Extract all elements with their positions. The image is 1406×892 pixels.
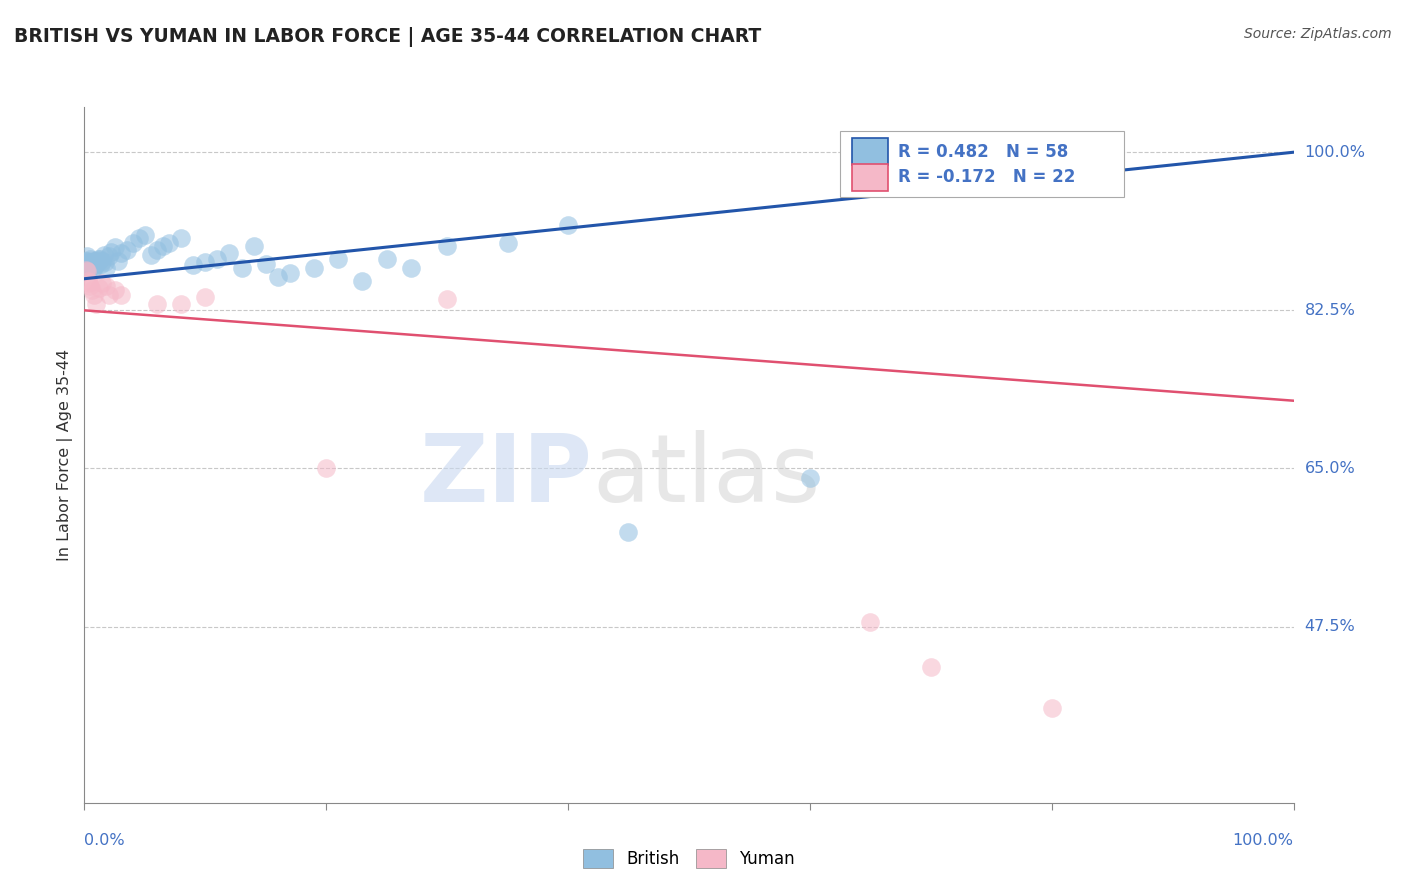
Point <box>399 260 422 275</box>
Point <box>194 290 217 304</box>
Point <box>97 249 120 263</box>
Point <box>254 257 277 271</box>
Y-axis label: In Labor Force | Age 35-44: In Labor Force | Age 35-44 <box>58 349 73 561</box>
Point <box>170 297 193 311</box>
Point <box>218 246 240 260</box>
Point <box>375 252 398 266</box>
Point <box>79 258 101 272</box>
Text: 82.5%: 82.5% <box>1305 303 1355 318</box>
Point <box>242 239 264 253</box>
Point <box>77 253 100 268</box>
Point <box>77 255 100 269</box>
Point <box>77 262 100 277</box>
Point <box>104 284 127 298</box>
Point <box>76 264 98 278</box>
Point <box>86 253 108 268</box>
Point <box>194 255 217 269</box>
Point <box>87 253 110 268</box>
Point <box>121 235 143 250</box>
Point <box>77 277 100 291</box>
Text: atlas: atlas <box>592 430 821 522</box>
Point <box>90 257 112 271</box>
Point <box>115 243 138 257</box>
Point <box>134 228 156 243</box>
Point <box>75 253 97 268</box>
FancyBboxPatch shape <box>852 164 889 191</box>
Text: R = 0.482   N = 58: R = 0.482 N = 58 <box>898 143 1069 161</box>
Point <box>77 273 100 287</box>
Point <box>617 524 640 539</box>
Point <box>97 288 120 302</box>
Text: BRITISH VS YUMAN IN LABOR FORCE | AGE 35-44 CORRELATION CHART: BRITISH VS YUMAN IN LABOR FORCE | AGE 35… <box>14 27 761 46</box>
Point <box>146 297 169 311</box>
Legend: British, Yuman: British, Yuman <box>576 842 801 874</box>
Text: 47.5%: 47.5% <box>1305 619 1355 634</box>
Point <box>87 281 110 295</box>
FancyBboxPatch shape <box>841 131 1125 197</box>
Point <box>80 257 103 271</box>
Point <box>83 260 105 275</box>
Point <box>100 244 122 259</box>
Point <box>75 262 97 277</box>
Text: ZIP: ZIP <box>419 430 592 522</box>
Point <box>181 258 204 272</box>
Point <box>91 253 114 268</box>
Point <box>89 252 111 266</box>
Point <box>86 297 108 311</box>
Point <box>76 258 98 272</box>
Point <box>302 260 325 275</box>
Point <box>93 248 115 262</box>
Point <box>920 660 942 674</box>
Point <box>110 246 132 260</box>
Point <box>1040 701 1063 715</box>
Point <box>82 255 104 269</box>
Point <box>799 470 821 484</box>
Point <box>352 275 374 289</box>
Point <box>128 231 150 245</box>
Point <box>315 461 337 475</box>
Point <box>76 249 98 263</box>
Point <box>859 615 882 629</box>
Point <box>94 255 117 269</box>
Text: 100.0%: 100.0% <box>1305 145 1365 160</box>
Point <box>86 257 108 271</box>
FancyBboxPatch shape <box>852 138 889 165</box>
Point <box>86 252 108 266</box>
Point <box>104 240 127 254</box>
Point <box>110 288 132 302</box>
Point <box>79 279 101 293</box>
Point <box>107 253 129 268</box>
Point <box>77 260 100 275</box>
Point <box>231 260 253 275</box>
Point <box>278 266 301 280</box>
Point <box>91 277 114 291</box>
Point <box>436 239 458 253</box>
Point <box>94 279 117 293</box>
Point <box>84 258 107 272</box>
Point <box>557 218 579 232</box>
Point <box>496 235 519 250</box>
Text: R = -0.172   N = 22: R = -0.172 N = 22 <box>898 169 1076 186</box>
Point <box>328 252 350 266</box>
Text: 0.0%: 0.0% <box>84 833 125 848</box>
Point <box>80 262 103 277</box>
Text: Source: ZipAtlas.com: Source: ZipAtlas.com <box>1244 27 1392 41</box>
Point <box>139 248 162 262</box>
Point <box>152 239 174 253</box>
Point <box>83 253 105 268</box>
Point <box>157 235 180 250</box>
Point <box>146 243 169 257</box>
Point <box>83 288 105 302</box>
Point <box>170 231 193 245</box>
Text: 100.0%: 100.0% <box>1233 833 1294 848</box>
Point <box>436 292 458 306</box>
Text: 65.0%: 65.0% <box>1305 461 1355 476</box>
Point <box>267 269 290 284</box>
Point <box>207 252 229 266</box>
Point <box>79 252 101 266</box>
Point <box>80 283 103 297</box>
Point <box>94 260 117 275</box>
